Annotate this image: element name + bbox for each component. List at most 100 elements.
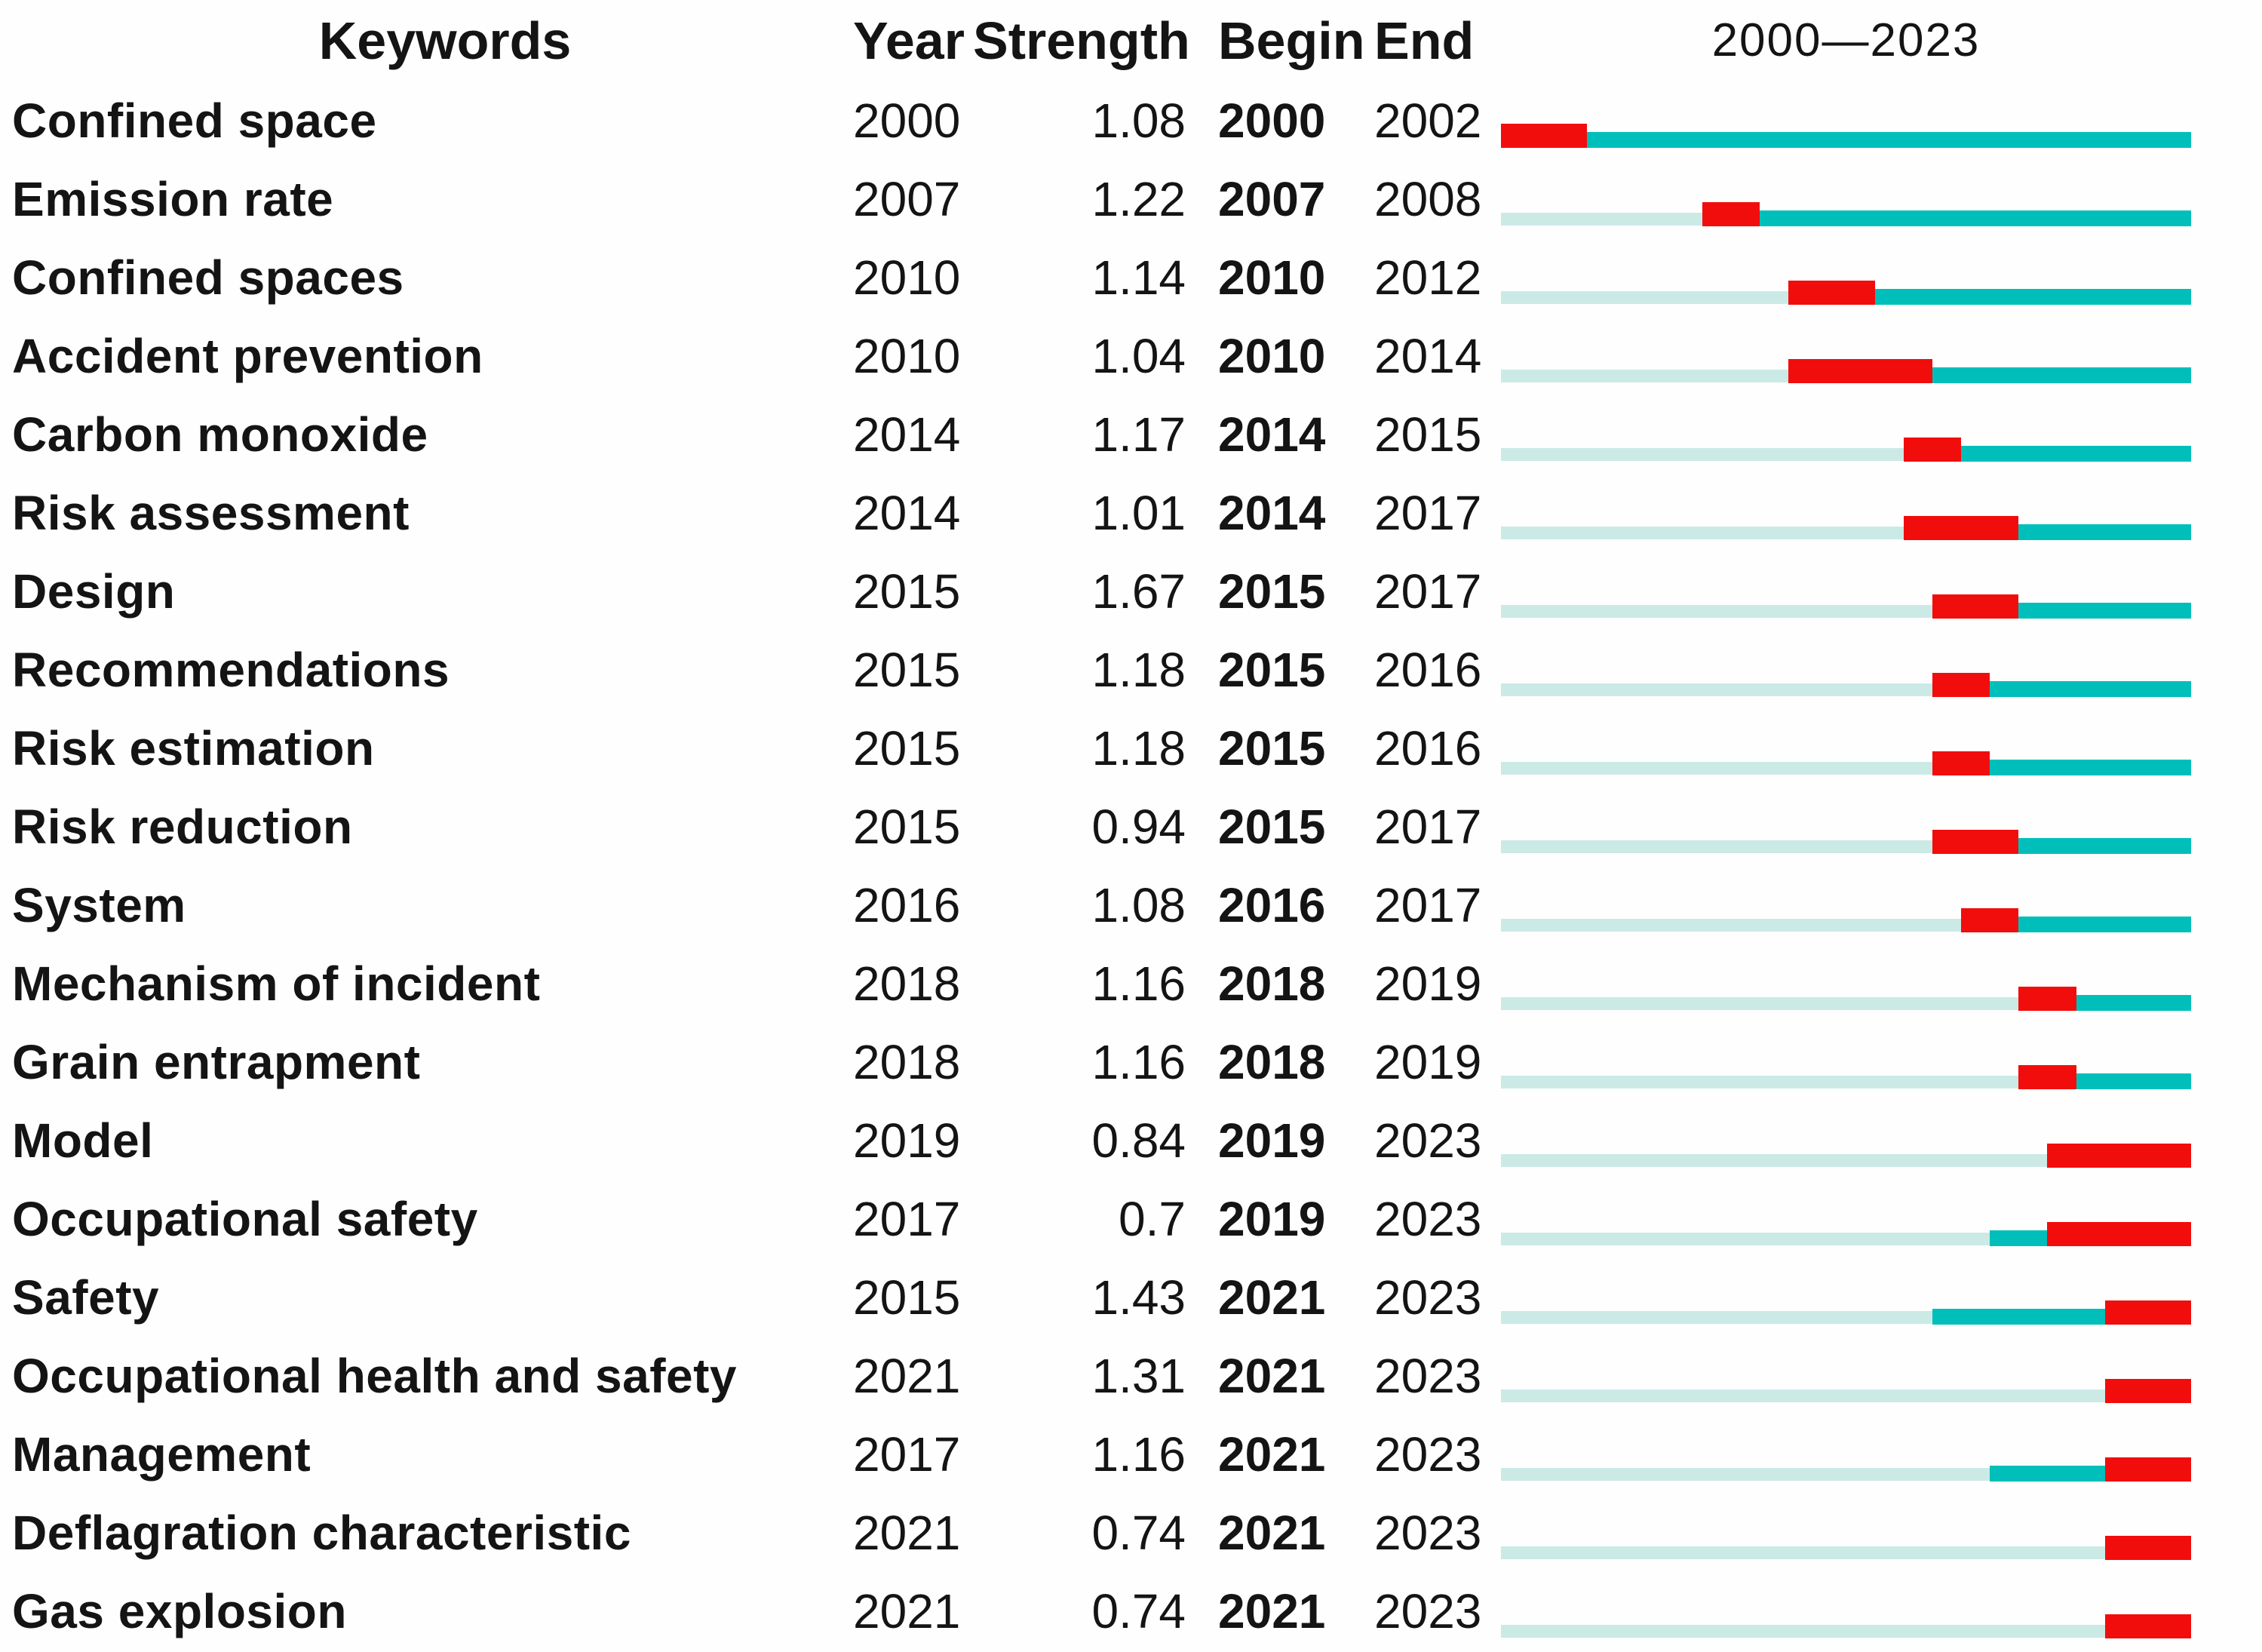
burst-segment (1788, 359, 1932, 383)
year-value: 2021 (853, 1584, 961, 1638)
table-row: Carbon monoxide 2014 1.17 2014 2015 (0, 395, 2262, 474)
burst-segment (1903, 516, 2019, 540)
table-row: Occupational health and safety 2021 1.31… (0, 1337, 2262, 1415)
burst-segment (1961, 908, 2019, 932)
post-burst-segment (2076, 1073, 2191, 1089)
end-value: 2023 (1374, 1506, 1482, 1560)
timeline-range-header: 2000—2023 (1711, 14, 1981, 66)
post-burst-segment (1587, 132, 2191, 148)
end-value: 2017 (1374, 486, 1482, 540)
table-row: Risk reduction 2015 0.94 2015 2017 (0, 788, 2262, 866)
burst-timeline-bar (1501, 552, 2191, 631)
table-row: Confined space 2000 1.08 2000 2002 (0, 81, 2262, 160)
table-row: Gas explosion 2021 0.74 2021 2023 (0, 1572, 2262, 1650)
keyword-label: System (12, 878, 186, 932)
active-period-segment (1990, 1466, 2105, 1482)
burst-timeline-bar (1501, 160, 2191, 238)
end-value: 2023 (1374, 1270, 1482, 1325)
begin-value: 2021 (1218, 1584, 1326, 1638)
post-burst-segment (2018, 917, 2191, 932)
strength-value: 0.84 (1091, 1113, 1186, 1168)
pre-burst-segment (1501, 213, 1702, 226)
active-period-segment (1932, 1309, 2105, 1325)
burst-timeline-bar (1501, 238, 2191, 317)
begin-value: 2010 (1218, 329, 1326, 383)
year-value: 2010 (853, 250, 961, 305)
table-row: Risk estimation 2015 1.18 2015 2016 (0, 709, 2262, 788)
begin-value: 2015 (1218, 721, 1326, 775)
keyword-label: Recommendations (12, 643, 450, 697)
year-value: 2015 (853, 643, 961, 697)
post-burst-segment (1961, 446, 2191, 462)
end-value: 2023 (1374, 1192, 1482, 1246)
pre-burst-segment (1501, 1625, 2105, 1638)
post-burst-segment (1760, 210, 2191, 226)
end-column-header: End (1374, 11, 1475, 70)
burst-timeline-bar (1501, 81, 2191, 160)
keywords-column-header: Keywords (318, 11, 572, 70)
begin-value: 2021 (1218, 1506, 1326, 1560)
burst-segment (2104, 1300, 2191, 1325)
burst-segment (2018, 987, 2076, 1011)
table-body: Confined space 2000 1.08 2000 2002 Emiss… (0, 81, 2262, 1650)
begin-value: 2015 (1218, 800, 1326, 854)
burst-timeline-bar (1501, 866, 2191, 944)
begin-value: 2018 (1218, 1035, 1326, 1089)
begin-value: 2015 (1218, 564, 1326, 619)
keyword-label: Grain entrapment (12, 1035, 421, 1089)
burst-segment (1702, 202, 1760, 226)
strength-value: 1.08 (1091, 878, 1186, 932)
strength-value: 1.17 (1091, 407, 1186, 462)
table-row: Grain entrapment 2018 1.16 2018 2019 (0, 1023, 2262, 1101)
burst-timeline-bar (1501, 1494, 2191, 1572)
pre-burst-segment (1501, 919, 1961, 932)
year-value: 2018 (853, 1035, 961, 1089)
burst-segment (2047, 1144, 2191, 1168)
pre-burst-segment (1501, 605, 1932, 618)
year-value: 2014 (853, 486, 961, 540)
begin-value: 2000 (1218, 94, 1326, 148)
strength-value: 1.14 (1091, 250, 1186, 305)
keyword-label: Confined spaces (12, 250, 404, 305)
pre-burst-segment (1501, 1311, 1932, 1324)
keyword-label: Risk reduction (12, 800, 353, 854)
pre-burst-segment (1501, 762, 1932, 775)
post-burst-segment (2018, 603, 2191, 619)
begin-column-header: Begin (1218, 11, 1365, 70)
year-column-header: Year (853, 11, 965, 70)
begin-value: 2021 (1218, 1270, 1326, 1325)
burst-timeline-bar (1501, 944, 2191, 1023)
pre-burst-segment (1501, 527, 1904, 539)
burst-segment (2104, 1379, 2191, 1403)
keyword-label: Model (12, 1113, 154, 1168)
end-value: 2019 (1374, 957, 1482, 1011)
year-value: 2019 (853, 1113, 961, 1168)
keyword-label: Safety (12, 1270, 160, 1325)
table-row: Recommendations 2015 1.18 2015 2016 (0, 631, 2262, 709)
burst-timeline-bar (1501, 474, 2191, 552)
table-row: Occupational safety 2017 0.7 2019 2023 (0, 1180, 2262, 1258)
end-value: 2012 (1374, 250, 1482, 305)
burst-timeline-bar (1501, 631, 2191, 709)
keyword-label: Design (12, 564, 176, 619)
end-value: 2023 (1374, 1584, 1482, 1638)
year-value: 2000 (853, 94, 961, 148)
burst-segment (1903, 438, 1961, 462)
keyword-label: Gas explosion (12, 1584, 347, 1638)
strength-value: 1.18 (1091, 721, 1186, 775)
keyword-label: Management (12, 1427, 312, 1482)
end-value: 2023 (1374, 1349, 1482, 1403)
burst-timeline-bar (1501, 1023, 2191, 1101)
burst-timeline-bar (1501, 1180, 2191, 1258)
table-row: Accident prevention 2010 1.04 2010 2014 (0, 317, 2262, 395)
strength-value: 1.16 (1091, 1427, 1186, 1482)
pre-burst-segment (1501, 997, 2019, 1010)
table-row: Management 2017 1.16 2021 2023 (0, 1415, 2262, 1494)
pre-burst-segment (1501, 1076, 2019, 1089)
end-value: 2023 (1374, 1427, 1482, 1482)
post-burst-segment (1990, 760, 2191, 775)
keyword-label: Occupational health and safety (12, 1349, 737, 1403)
pre-burst-segment (1501, 840, 1932, 853)
begin-value: 2021 (1218, 1427, 1326, 1482)
